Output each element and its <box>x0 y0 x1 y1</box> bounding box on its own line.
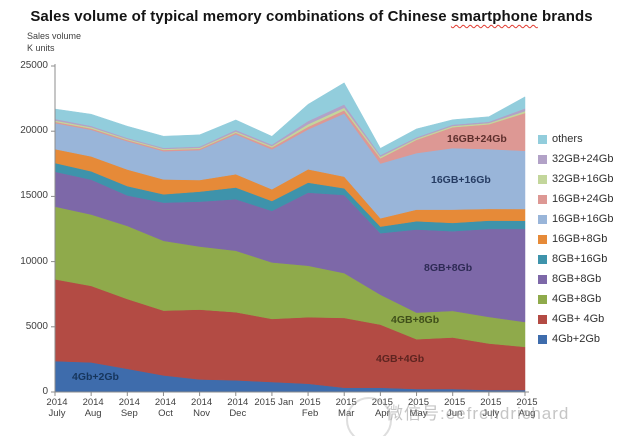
series-annotation-16gb-16gb: 16GB+16Gb <box>431 174 491 186</box>
legend-item-16gb-24gb: 16GB+24Gb <box>538 189 613 209</box>
legend-swatch-icon <box>538 254 547 264</box>
series-annotation-16gb-24gb: 16GB+24Gb <box>447 133 507 145</box>
y-axis-title: Sales volume K units <box>27 30 81 54</box>
legend-swatch-icon <box>538 154 547 164</box>
x-tick-label-5: 2014 Dec <box>227 397 249 419</box>
legend-label: 4GB+8Gb <box>552 293 602 305</box>
x-tick-label-11: 2015 Jun <box>444 397 466 419</box>
chart-legend: others 32GB+24Gb 32GB+16Gb 16GB+24Gb 16GB+16… <box>538 129 613 349</box>
legend-item-8gb-16gb: 8GB+16Gb <box>538 249 613 269</box>
legend-item-16gb-16gb: 16GB+16Gb <box>538 209 613 229</box>
legend-label: 16GB+8Gb <box>552 233 608 245</box>
area-series-others <box>54 82 526 156</box>
chart-title-misspelled-word: smartphone <box>450 8 538 25</box>
series-annotation-4gb-2gb: 4Gb+2Gb <box>72 371 119 383</box>
legend-item-4gb-4gb: 4GB+ 4Gb <box>538 309 613 329</box>
legend-label: 4Gb+2Gb <box>552 333 601 345</box>
series-annotation-4gb-8gb: 4GB+8Gb <box>391 314 440 326</box>
legend-label: 8GB+8Gb <box>552 273 602 285</box>
legend-label: 32GB+16Gb <box>552 173 614 185</box>
x-tick-label-2: 2014 Sep <box>118 397 140 419</box>
legend-item-16gb-8gb: 16GB+8Gb <box>538 229 613 249</box>
x-tick-label-10: 2015 May <box>407 397 430 419</box>
legend-label: 8GB+16Gb <box>552 253 608 265</box>
legend-swatch-icon <box>538 314 547 324</box>
x-tick-label-12: 2015 July <box>480 397 502 419</box>
legend-label: 16GB+24Gb <box>552 193 614 205</box>
legend-item-4gb-2gb: 4Gb+2Gb <box>538 329 613 349</box>
y-tick-label-25000: 25000 <box>20 60 48 71</box>
x-tick-label-13: 2015 Aug <box>516 397 538 419</box>
legend-label: others <box>552 133 583 145</box>
legend-item-others: others <box>538 129 613 149</box>
legend-label: 16GB+16Gb <box>552 213 614 225</box>
legend-item-32gb-24gb: 32GB+24Gb <box>538 149 613 169</box>
x-tick-label-3: 2014 Oct <box>154 397 177 419</box>
x-tick-label-6: 2015 Jan <box>254 397 294 408</box>
legend-swatch-icon <box>538 274 547 284</box>
chart-title: Sales volume of typical memory combinati… <box>0 8 623 25</box>
series-annotation-8gb-8gb: 8GB+8Gb <box>424 262 473 274</box>
chart-title-part2: brands <box>537 8 593 25</box>
legend-item-32gb-16gb: 32GB+16Gb <box>538 169 613 189</box>
x-tick-label-4: 2014 Nov <box>191 397 213 419</box>
y-axis-title-line2: K units <box>27 43 55 53</box>
y-tick-label-5000: 5000 <box>25 320 48 332</box>
y-tick-label-20000: 20000 <box>20 125 48 137</box>
y-axis-title-line1: Sales volume <box>27 31 82 41</box>
watermark-text: 微信号:eefrendrichard <box>386 404 570 423</box>
legend-label: 32GB+24Gb <box>552 153 614 165</box>
legend-swatch-icon <box>538 214 547 224</box>
x-tick-label-1: 2014 Aug <box>82 397 104 419</box>
x-tick-label-7: 2015 Feb <box>299 397 321 419</box>
legend-swatch-icon <box>538 334 547 344</box>
watermark-stamp-circle <box>346 397 392 436</box>
legend-swatch-icon <box>538 174 547 184</box>
x-tick-label-0: 2014 July <box>46 397 68 419</box>
legend-label: 4GB+ 4Gb <box>552 313 605 325</box>
legend-swatch-icon <box>538 294 547 304</box>
y-tick-label-10000: 10000 <box>20 255 48 267</box>
chart-title-part1: Sales volume of typical memory combinati… <box>30 8 451 25</box>
legend-swatch-icon <box>538 194 547 204</box>
legend-item-4gb-8gb: 4GB+8Gb <box>538 289 613 309</box>
legend-swatch-icon <box>538 134 547 144</box>
legend-item-8gb-8gb: 8GB+8Gb <box>538 269 613 289</box>
legend-swatch-icon <box>538 234 547 244</box>
series-annotation-4gb-4gb: 4GB+4Gb <box>376 353 425 365</box>
y-tick-label-15000: 15000 <box>20 190 48 202</box>
y-tick-label-0: 0 <box>42 386 48 397</box>
